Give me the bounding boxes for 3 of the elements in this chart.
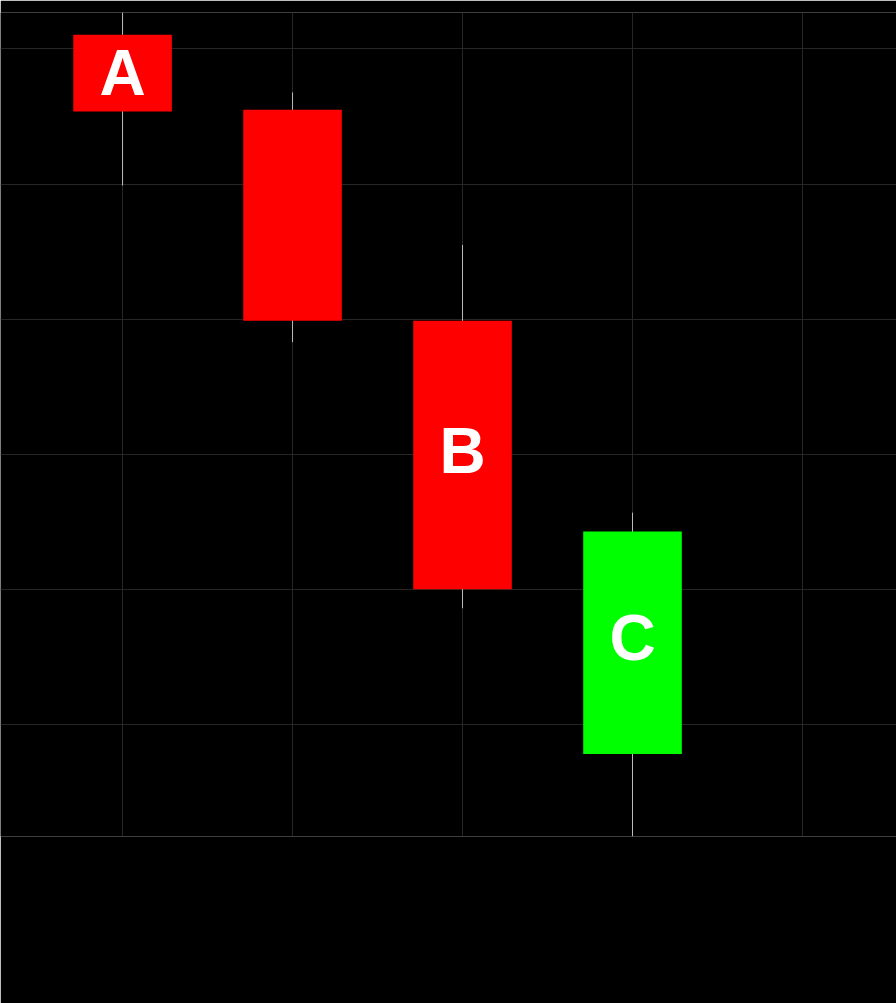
annotation: B <box>439 414 486 487</box>
annotation: C <box>609 601 656 674</box>
annotation: A <box>99 36 146 109</box>
